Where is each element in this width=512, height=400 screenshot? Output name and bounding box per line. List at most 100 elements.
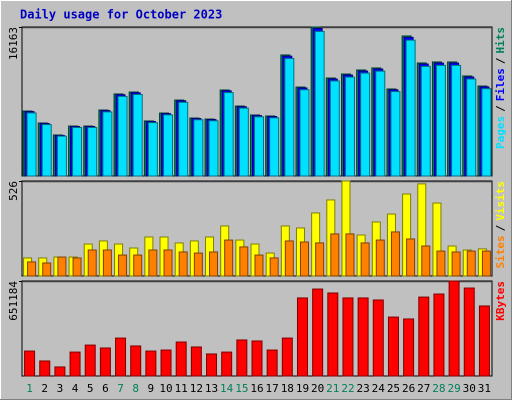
bar (130, 345, 142, 377)
x-tick-label: 1 (26, 382, 33, 395)
bar (329, 80, 340, 177)
bar (299, 241, 309, 277)
bar (342, 297, 354, 377)
bar (254, 116, 264, 177)
bar (357, 297, 369, 377)
x-tick-label: 12 (190, 382, 203, 395)
x-tick-label: 22 (341, 382, 354, 395)
bar (221, 351, 233, 377)
bar (87, 127, 98, 177)
bar (372, 299, 384, 377)
bar (466, 78, 477, 177)
x-tick-label: 5 (87, 382, 94, 395)
legend-separator: / (494, 224, 507, 231)
bar (466, 250, 476, 277)
bar (102, 111, 113, 177)
bar (39, 360, 51, 377)
bar (269, 257, 279, 277)
bar (463, 287, 475, 377)
legend-separator: / (494, 57, 507, 64)
bar (206, 353, 218, 377)
bar (433, 293, 445, 377)
x-tick-label: 23 (357, 382, 370, 395)
bar (193, 252, 203, 277)
bar (193, 119, 204, 177)
chart-title: Daily usage for October 2023 (20, 8, 222, 22)
x-tick-label: 17 (266, 382, 279, 395)
x-tick-label: 10 (159, 382, 172, 395)
legend-separator: / (494, 105, 507, 112)
bar (224, 239, 234, 277)
legend-entry: KBytes (494, 281, 507, 321)
bar (148, 249, 158, 277)
x-tick-label: 30 (463, 382, 476, 395)
bar (406, 238, 416, 277)
x-tick-label: 14 (220, 382, 234, 395)
bar (266, 349, 278, 377)
x-tick-label: 21 (326, 382, 339, 395)
bar (163, 114, 174, 177)
x-tick-label: 13 (205, 382, 218, 395)
bar (284, 240, 294, 277)
bar (208, 120, 219, 177)
bar (178, 101, 189, 177)
bar (418, 296, 430, 377)
x-tick-label: 24 (372, 382, 386, 395)
x-tick-label: 11 (175, 382, 188, 395)
x-tick-label: 9 (148, 382, 155, 395)
bar (403, 318, 415, 377)
bar (26, 112, 37, 177)
bar (190, 346, 202, 377)
bar (435, 64, 446, 177)
bar (360, 242, 370, 277)
legend-entry: Files (494, 68, 507, 101)
x-tick-label: 7 (117, 382, 124, 395)
bar (375, 70, 386, 177)
bar (72, 127, 83, 177)
bar (281, 337, 293, 377)
bar (99, 347, 111, 377)
x-tick-label: 29 (447, 382, 460, 395)
bar (448, 280, 460, 377)
legend: KBytes (494, 281, 507, 321)
x-tick-label: 6 (102, 382, 109, 395)
bar (56, 135, 67, 177)
bar (387, 316, 399, 377)
legend: Sites / Visits (494, 181, 507, 269)
bar (451, 251, 461, 277)
bar (344, 76, 355, 177)
bar (390, 231, 400, 277)
bar (420, 65, 431, 177)
y-tick-label: 526 (7, 181, 20, 201)
bar (178, 251, 188, 277)
bar (54, 366, 66, 377)
bar (223, 92, 234, 177)
x-tick-label: 26 (402, 382, 415, 395)
legend-entry: Hits (494, 27, 507, 54)
legend-entry: Pages (494, 116, 507, 149)
bar (360, 72, 371, 177)
bar (405, 39, 416, 177)
x-tick-label: 2 (41, 382, 48, 395)
bar (24, 350, 36, 377)
bar (42, 262, 52, 277)
bar (132, 94, 143, 177)
x-tick-label: 27 (417, 382, 430, 395)
x-tick-label: 8 (132, 382, 139, 395)
bar (330, 233, 340, 277)
bar (315, 242, 325, 277)
bar (296, 297, 308, 377)
bar (284, 58, 295, 177)
bar (84, 344, 96, 377)
bar (160, 349, 172, 377)
bar (57, 256, 67, 277)
legend: Pages / Files / Hits (494, 27, 507, 149)
x-tick-label: 28 (432, 382, 445, 395)
bar (236, 339, 248, 377)
x-tick-label: 16 (250, 382, 263, 395)
bar (312, 288, 324, 377)
bar (390, 91, 401, 177)
bar (478, 305, 490, 377)
legend-entry: Sites (494, 235, 507, 268)
